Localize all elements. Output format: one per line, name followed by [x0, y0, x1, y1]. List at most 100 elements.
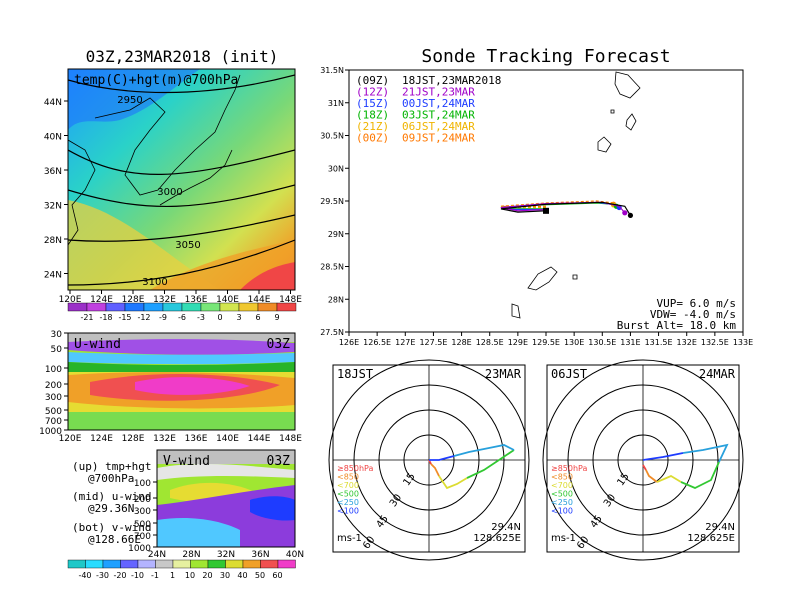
hodo-level-label: <500 [337, 490, 359, 499]
left-lat-tick: 40N [44, 133, 62, 143]
hodo-trace [680, 461, 720, 489]
temp-colorbar-swatch [276, 302, 297, 312]
wind-colorbar-swatch [242, 559, 261, 569]
uwind-pressure-tick: 50 [51, 345, 63, 355]
island-e [511, 303, 521, 319]
track-lat-tick: 30N [328, 164, 344, 173]
track-lon-tick: 131.5E [645, 338, 673, 347]
wind-colorbar-swatch [102, 559, 121, 569]
temp-colorbar-swatch [181, 302, 202, 312]
track-lon-tick: 129E [508, 338, 528, 347]
wind-colorbar-label: 10 [185, 571, 195, 580]
track-lon-tick: 132E [677, 338, 697, 347]
vup-text: VUP= 6.0 m/s [657, 297, 736, 310]
left-lon-tick: 140E [216, 295, 239, 305]
temp-colorbar-label: -3 [197, 313, 205, 322]
track-line [500, 201, 631, 216]
uwind-pressure-tick: 100 [45, 365, 62, 375]
wind-colorbar-label: 20 [202, 571, 212, 580]
contour-label-3050: 3050 [175, 240, 200, 251]
left-lat-tick: 28N [44, 236, 62, 246]
wind-colorbar-label: 1 [170, 571, 175, 580]
track-lon-tick: 126E [339, 338, 359, 347]
island-c [625, 113, 637, 131]
left-lon-tick: 148E [279, 295, 302, 305]
coastline [94, 74, 241, 196]
wind-colorbar-label: -30 [96, 571, 109, 580]
contour-label-2950: 2950 [117, 95, 142, 106]
temp-colorbar-label: -6 [178, 313, 186, 322]
uwind-lon-tick: 120E [59, 434, 82, 444]
hodo-level-label: <700 [551, 481, 573, 490]
temp-colorbar-swatch [143, 302, 164, 312]
track-lon-tick: 127E [395, 338, 415, 347]
hodo-trace [429, 455, 455, 461]
track-lat-tick: 29N [328, 230, 344, 239]
track-line [500, 201, 626, 214]
vwind-lat-tick: 24N [148, 550, 166, 560]
temp-colorbar-label: 0 [217, 313, 222, 322]
temp-colorbar-swatch [67, 302, 88, 312]
temp-colorbar-label: 9 [274, 313, 279, 322]
hodo-ring [542, 359, 744, 561]
track-lines [500, 200, 634, 219]
temp-colorbar-swatch [86, 302, 107, 312]
temp-colorbar-swatch [105, 302, 126, 312]
track-end-point [627, 212, 634, 219]
uwind-lon-tick: 124E [90, 434, 113, 444]
vwind-pressure-ticks: 100 200 300 500 700 1000 [128, 479, 157, 554]
track-lon-tick: 129.5E [532, 338, 560, 347]
wind-colorbar-swatch [67, 559, 86, 569]
left-lat-ticks: 44N 40N 36N 32N 28N 24N [44, 98, 68, 281]
track-legend-time: 21JST,23MAR [402, 86, 475, 99]
uwind-lon-tick: 140E [216, 434, 239, 444]
hodo-jst: 06JST [551, 367, 587, 381]
track-legend-code: (00Z) [356, 132, 389, 145]
uwind-time: 03Z [267, 337, 291, 352]
track-lat-tick: 31N [328, 99, 344, 108]
temp-colorbar-swatch [124, 302, 145, 312]
uwind-lon-ticks: 120E 124E 128E 132E 136E 140E 144E 148E [59, 434, 303, 444]
uwind-label: U-wind [74, 337, 121, 352]
hodo-trace [642, 452, 684, 461]
temp-colorbar-label: -21 [80, 313, 93, 322]
uwind-lon-tick: 136E [185, 434, 208, 444]
map-label: temp(C)+hgt(m)@700hPa [74, 73, 238, 88]
hodo-trace [642, 464, 647, 471]
hodo-trace [645, 469, 658, 483]
track-lon-tick: 130E [564, 338, 584, 347]
hodo-unit: ms-1 [337, 533, 362, 544]
temp-colorbar-swatch [200, 302, 221, 312]
hodo-level-label: <850 [551, 473, 573, 482]
vwind-time: 03Z [267, 454, 291, 469]
left-lat-tick: 36N [44, 167, 62, 177]
wind-colorbar-label: -1 [151, 571, 159, 580]
uwind-pressure-tick: 700 [45, 417, 62, 427]
wind-colorbar-label: -10 [131, 571, 144, 580]
track-end-point [622, 210, 628, 216]
uwind-pressure-tick: 30 [51, 330, 63, 340]
vwind-pressure-tick: 1000 [128, 544, 151, 554]
left-lon-tick: 128E [122, 295, 145, 305]
uwind-pressure-tick: 200 [45, 381, 62, 391]
track-lon-tick: 128E [451, 338, 471, 347]
track-lon-tick: 132.5E [701, 338, 729, 347]
track-legend-code: (21Z) [356, 120, 389, 133]
temp-colorbar-label: 3 [236, 313, 241, 322]
hodo-trace [682, 443, 729, 463]
uwind-lon-tick: 128E [122, 434, 145, 444]
temp-colorbar-label: 6 [255, 313, 260, 322]
hodo-date: 24MAR [699, 367, 736, 381]
wind-colorbar-swatch [277, 559, 296, 569]
launch-marker [543, 207, 549, 214]
wind-colorbar-label: 40 [237, 571, 247, 580]
temp-colorbar-label: -9 [159, 313, 167, 322]
track-lon-tick: 127.5E [419, 338, 447, 347]
track-legend-code: (15Z) [356, 97, 389, 110]
track-lon-tick: 128.5E [476, 338, 504, 347]
track-lon-tick: 133E [733, 338, 753, 347]
wind-colorbar-label: 30 [220, 571, 230, 580]
vwind-lat-tick: 28N [182, 550, 200, 560]
